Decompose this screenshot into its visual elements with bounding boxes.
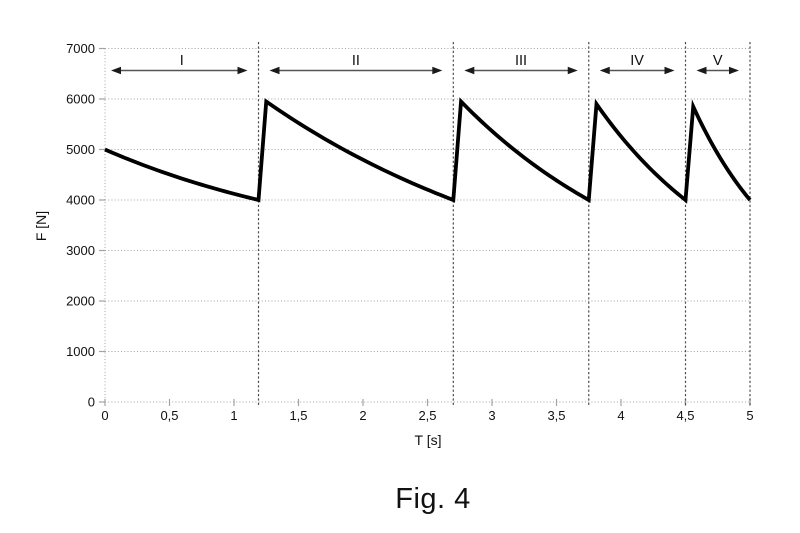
figure-caption: Fig. 4 <box>395 483 471 515</box>
region-arrowhead-left <box>599 66 610 75</box>
y-tick-label: 4000 <box>66 193 95 208</box>
sawtooth-force-chart: 0 1000 2000 3000 4000 5000 6000 7000 0 0,5 1 1,5 2 2,… <box>33 41 754 448</box>
x-tick-label: 4,5 <box>676 408 694 423</box>
x-tick-label: 3,5 <box>547 408 565 423</box>
y-tick-label: 7000 <box>66 41 95 56</box>
x-tick-label: 0,5 <box>160 408 178 423</box>
x-tick-label: 0 <box>101 408 108 423</box>
region-arrowhead-right <box>664 66 675 75</box>
x-tick-label: 1,5 <box>289 408 307 423</box>
region-label: IV <box>630 53 644 69</box>
y-tick-label: 5000 <box>66 142 95 157</box>
x-tick-label: 5 <box>746 408 753 423</box>
sawtooth-chart-svg: 0 1000 2000 3000 4000 5000 6000 7000 0 0,5 1 1,5 2 2,… <box>33 41 754 448</box>
y-tick-label: 1000 <box>66 344 95 359</box>
region-arrowhead-left <box>464 66 475 75</box>
x-tick-label: 2 <box>359 408 366 423</box>
region-arrowhead-right <box>432 66 443 75</box>
y-tick-label: 0 <box>88 395 95 410</box>
force-curve <box>104 97 752 204</box>
region-arrowhead-right <box>729 66 739 75</box>
region-label: III <box>515 53 527 69</box>
y-tick-label: 6000 <box>66 92 95 107</box>
region-arrowhead-left <box>269 66 280 75</box>
x-tick-label: 3 <box>488 408 495 423</box>
y-tick-label: 2000 <box>66 294 95 309</box>
x-tick-label: 4 <box>617 408 624 423</box>
x-tick-label: 1 <box>230 408 237 423</box>
region-label: V <box>713 53 723 69</box>
region-arrowhead-right <box>237 66 248 75</box>
region-label: I <box>180 53 184 69</box>
x-tick-label: 2,5 <box>418 408 436 423</box>
y-axis-title: F [N] <box>33 211 49 241</box>
y-tick-label: 3000 <box>66 243 95 258</box>
x-axis-title: T [s] <box>415 432 442 448</box>
region-arrowhead-left <box>111 66 121 75</box>
region-arrowhead-left <box>696 66 707 75</box>
region-arrowhead-right <box>567 66 578 75</box>
region-label: II <box>352 53 360 69</box>
